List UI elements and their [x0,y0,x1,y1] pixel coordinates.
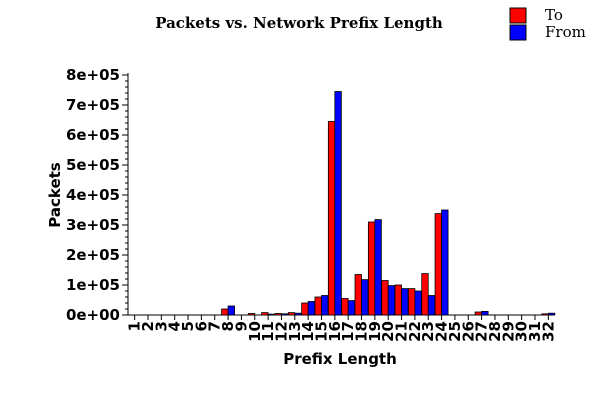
y-tick-label: 5e+05 [66,156,120,174]
legend-swatch-from [509,24,527,41]
bar-to-14 [301,302,309,316]
bar-to-17 [341,298,349,316]
x-tick-label: 28 [486,321,504,342]
bar-to-27 [474,311,483,316]
bar-to-20 [381,280,389,316]
x-tick-label: 10 [246,321,264,342]
bar-to-21 [394,284,402,316]
bar-from-19 [374,219,382,316]
bar-to-11 [261,312,269,316]
x-tick-label: 32 [539,321,557,342]
x-tick-label: 2 [139,321,157,331]
x-tick-label: 20 [379,321,397,342]
bar-from-12 [281,313,289,316]
bar-from-24 [441,209,449,316]
x-axis: 1234567891011121314151617181920212223242… [126,314,557,342]
bar-from-15 [321,295,329,316]
legend-label-to: To [545,6,563,24]
x-tick-label: 21 [393,321,411,342]
chart-title: Packets vs. Network Prefix Length [155,14,443,32]
y-tick-label: 3e+05 [66,216,120,234]
bar-from-18 [361,279,369,316]
x-tick-label: 1 [126,321,144,331]
bar-to-23 [421,273,429,316]
x-tick-label: 15 [312,321,330,342]
x-tick-label: 6 [192,321,210,331]
bar-to-12 [274,313,282,316]
x-tick-label: 24 [433,321,451,342]
y-tick-label: 8e+05 [66,66,120,84]
y-tick-label: 2e+05 [66,246,120,264]
bar-from-11 [267,313,276,316]
x-tick-label: 17 [339,321,357,342]
y-tick-label: 1e+05 [66,276,120,294]
bar-to-22 [407,288,416,316]
x-tick-label: 4 [166,321,184,331]
y-tick-label: 0e+00 [66,306,120,324]
x-tick-label: 12 [272,321,290,342]
x-tick-label: 14 [299,321,317,342]
x-tick-label: 16 [326,321,344,342]
bar-from-27 [481,310,489,316]
x-tick-label: 9 [232,321,250,331]
bar-from-17 [347,300,356,316]
x-tick-label: 23 [419,321,437,342]
bar-from-20 [387,285,396,316]
x-tick-label: 11 [259,321,277,342]
y-tick-label: 6e+05 [66,126,120,144]
bar-from-23 [427,295,436,316]
y-tick-label: 4e+05 [66,186,120,204]
bar-to-19 [367,221,376,316]
bar-to-13 [287,312,296,316]
x-tick-label: 27 [473,321,491,342]
y-tick-label: 7e+05 [66,96,120,114]
x-tick-label: 18 [353,321,371,342]
x-tick-label: 31 [526,321,544,342]
bar-from-14 [307,301,316,316]
bar-to-18 [354,274,362,316]
bar-to-32 [541,313,549,316]
bar-to-10 [247,313,256,316]
x-tick-label: 22 [406,321,424,342]
bar-from-8 [227,305,235,316]
y-axis-label: Packets [46,162,64,228]
bar-from-21 [401,288,409,316]
x-axis-label: Prefix Length [283,350,397,368]
bar-from-22 [414,290,422,316]
bar-to-15 [314,296,322,316]
x-tick-label: 30 [513,321,531,342]
x-tick-label: 25 [446,321,464,342]
legend-label-from: From [545,23,586,41]
x-tick-label: 8 [219,321,237,331]
bar-from-13 [294,312,302,316]
bars [221,91,556,316]
bar-from-16 [334,91,342,316]
x-tick-label: 5 [179,321,197,331]
bar-to-24 [434,213,442,316]
x-tick-label: 3 [152,321,170,331]
x-tick-label: 19 [366,321,384,342]
x-tick-label: 7 [206,321,224,331]
legend-swatch-to [509,7,527,24]
bar-from-32 [547,312,556,316]
x-tick-label: 26 [459,321,477,342]
bar-to-8 [221,308,229,316]
x-tick-label: 13 [286,321,304,342]
bar-to-16 [327,121,336,316]
x-tick-label: 29 [499,321,517,342]
y-axis: 0e+00 1e+05 2e+05 3e+05 4e+05 5e+05 6e+05 7e+05… [66,66,129,324]
